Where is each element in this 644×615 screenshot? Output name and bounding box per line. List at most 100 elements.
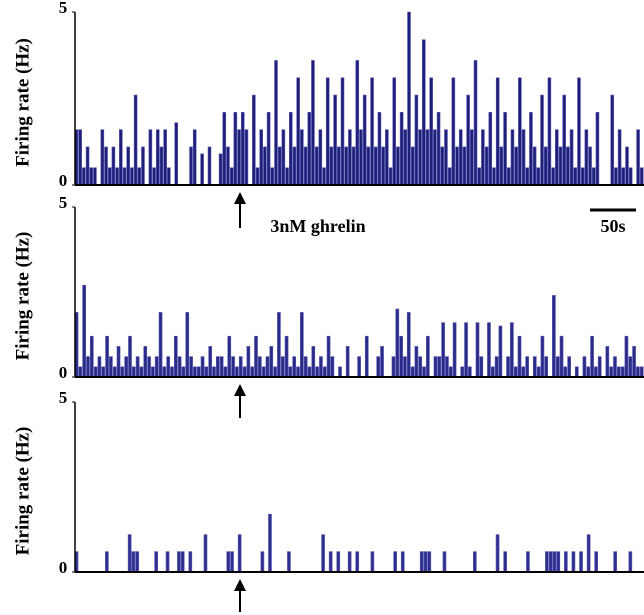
bar	[564, 551, 568, 573]
bar	[203, 534, 208, 573]
bar	[119, 129, 123, 186]
bar	[170, 366, 174, 378]
bar	[78, 366, 83, 378]
bar	[588, 146, 592, 186]
bar	[143, 346, 148, 378]
bar	[569, 129, 574, 186]
bar	[86, 356, 90, 378]
bar	[418, 356, 423, 378]
bar	[296, 77, 300, 186]
bar	[318, 129, 323, 186]
bar	[614, 167, 618, 186]
bar	[269, 346, 274, 378]
bar	[122, 167, 127, 186]
bar	[311, 346, 316, 378]
bar	[433, 129, 437, 186]
bar	[230, 551, 234, 573]
bar	[490, 366, 495, 378]
bar	[444, 129, 448, 186]
bar	[252, 94, 256, 186]
bar	[148, 129, 153, 186]
bar	[284, 335, 289, 378]
bar	[265, 356, 270, 378]
bar	[584, 129, 589, 186]
bar	[151, 366, 155, 378]
bar	[407, 11, 411, 186]
bar	[617, 129, 622, 186]
bar	[451, 77, 456, 186]
bar	[558, 146, 563, 186]
bar	[218, 153, 223, 186]
bar	[192, 129, 197, 186]
bar	[582, 356, 587, 378]
arrow-head	[234, 384, 246, 396]
bar	[556, 551, 561, 573]
bar	[285, 167, 289, 186]
bar	[322, 167, 326, 186]
bar	[204, 366, 209, 378]
bar	[82, 167, 86, 186]
bar	[437, 356, 442, 378]
bar	[154, 551, 158, 573]
bar	[591, 167, 596, 186]
bar	[552, 551, 557, 573]
bar	[388, 167, 393, 186]
bar	[536, 366, 541, 378]
bar	[233, 112, 238, 186]
bar	[263, 146, 267, 186]
bar	[445, 356, 449, 378]
bar	[525, 356, 529, 378]
bar	[82, 284, 86, 378]
bar	[366, 146, 371, 186]
bar	[518, 77, 522, 186]
bar	[562, 94, 566, 186]
bar	[517, 335, 522, 378]
bar	[337, 146, 341, 186]
bar	[270, 167, 275, 186]
bar	[165, 551, 170, 573]
bar	[137, 167, 142, 186]
bar	[410, 146, 415, 186]
bar	[127, 534, 132, 573]
bar	[237, 534, 242, 573]
bar	[385, 129, 389, 186]
bar	[231, 356, 235, 378]
bar	[357, 356, 361, 378]
bar	[115, 167, 119, 186]
bar	[250, 366, 255, 378]
bar	[101, 366, 106, 378]
bar	[89, 167, 94, 186]
bar	[425, 129, 430, 186]
bar	[196, 366, 201, 378]
bar	[573, 167, 578, 186]
bar	[300, 312, 304, 378]
bar	[464, 322, 468, 378]
bar	[488, 112, 493, 186]
y-axis-label: Firing rate (Hz)	[12, 427, 33, 556]
bar	[484, 146, 489, 186]
bar	[636, 366, 640, 378]
bar	[620, 366, 625, 378]
bar	[131, 366, 136, 378]
bar	[510, 129, 515, 186]
bar	[391, 356, 396, 378]
bar	[314, 146, 319, 186]
bar	[107, 167, 112, 186]
bar	[105, 335, 109, 378]
bar	[329, 146, 334, 186]
bar	[628, 551, 633, 573]
bar	[185, 312, 190, 378]
bar	[226, 551, 231, 573]
bar	[351, 146, 356, 186]
bar	[529, 112, 533, 186]
bar	[540, 94, 544, 186]
bar	[166, 356, 171, 378]
bar	[609, 366, 613, 378]
bar	[255, 167, 260, 186]
bar	[124, 356, 128, 378]
bar	[266, 112, 271, 186]
bar	[422, 39, 426, 186]
bar	[212, 366, 216, 378]
bar	[131, 551, 136, 573]
bar	[624, 335, 629, 378]
